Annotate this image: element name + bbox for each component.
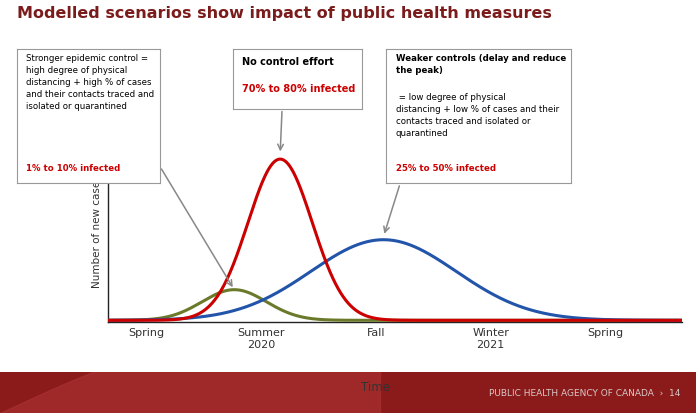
Text: 25% to 50% infected: 25% to 50% infected [395,164,496,173]
Text: = low degree of physical
distancing + low % of cases and their
contacts traced a: = low degree of physical distancing + lo… [395,93,559,138]
Text: Modelled scenarios show impact of public health measures: Modelled scenarios show impact of public… [17,6,552,21]
Text: Time: Time [361,380,390,393]
Text: 1% to 10% infected: 1% to 10% infected [26,164,120,173]
Text: 2020: 2020 [247,339,275,349]
Text: 2021: 2021 [477,339,505,349]
Y-axis label: Number of new cases: Number of new cases [93,175,102,287]
Text: Weaker controls (delay and reduce
the peak): Weaker controls (delay and reduce the pe… [395,54,566,74]
Text: 70% to 80% infected: 70% to 80% infected [242,84,356,94]
Text: No control effort: No control effort [242,57,334,67]
Text: Stronger epidemic control =
high degree of physical
distancing + high % of cases: Stronger epidemic control = high degree … [26,54,154,111]
Text: PUBLIC HEALTH AGENCY OF CANADA  ›  14: PUBLIC HEALTH AGENCY OF CANADA › 14 [489,388,680,397]
